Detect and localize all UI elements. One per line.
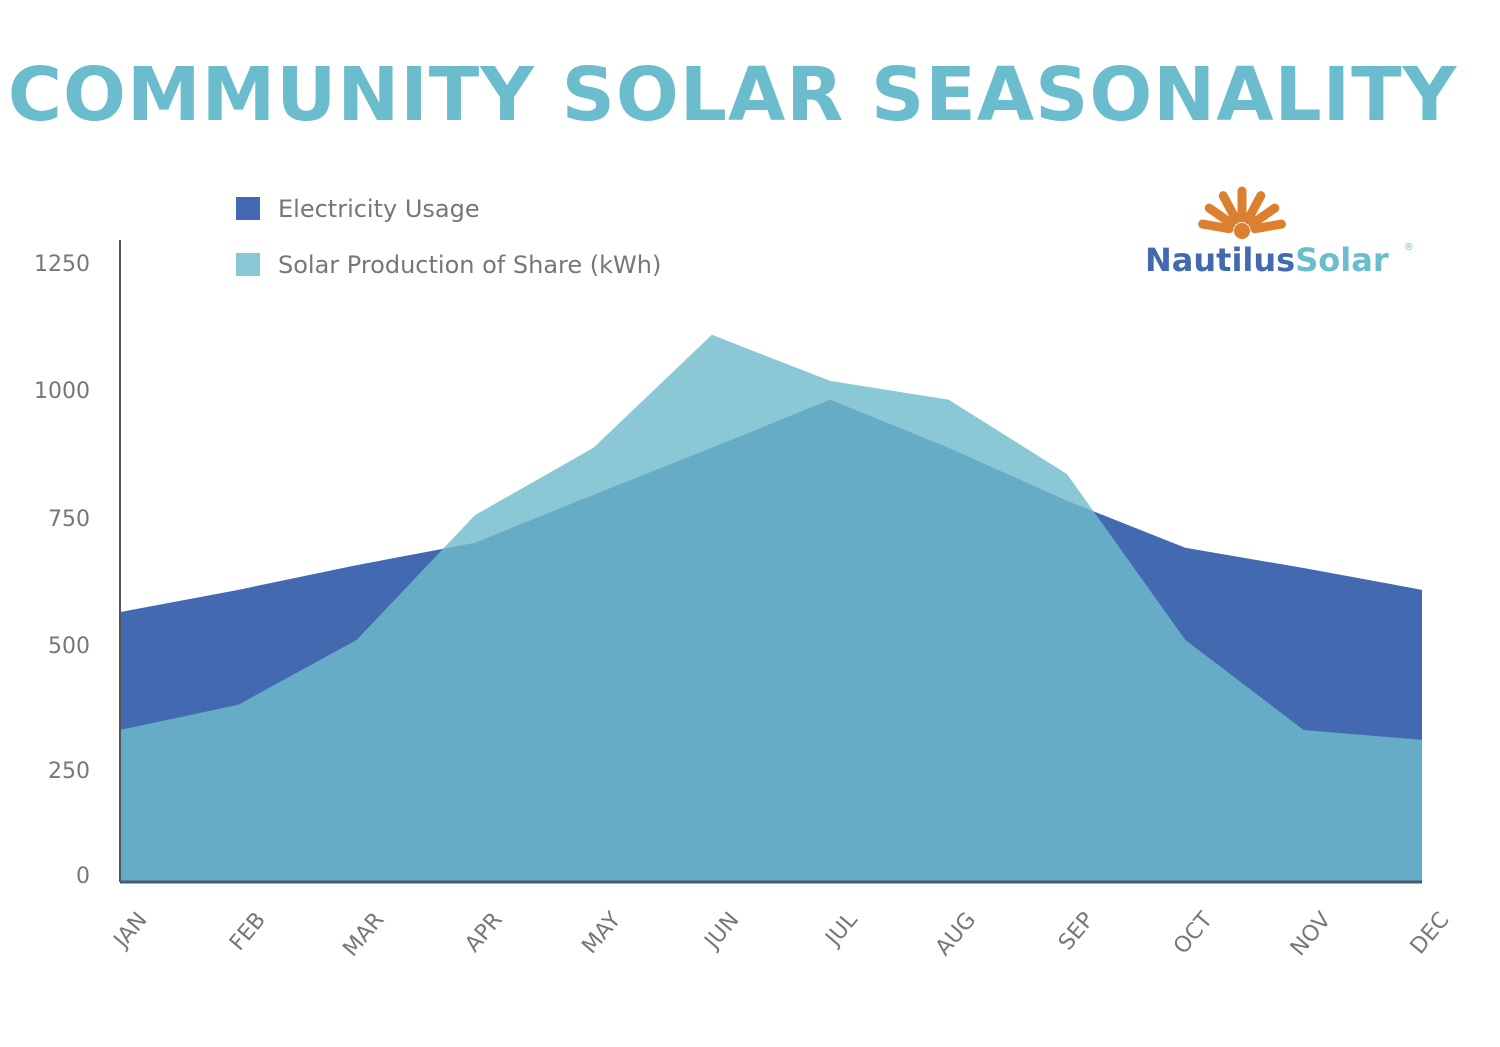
y-tick-label: 1000 (34, 379, 90, 404)
y-tick-label: 1250 (34, 252, 90, 277)
logo-text-nautilus: Nautilus (1145, 241, 1295, 279)
x-tick-label: SEP (1054, 908, 1100, 956)
x-tick-label: MAR (338, 908, 389, 962)
area-series-solar-production (120, 334, 1422, 883)
x-tick-label: JUL (820, 907, 863, 952)
x-tick-label: MAY (577, 907, 626, 959)
x-tick-label: JUN (699, 908, 745, 956)
legend-label: Solar Production of Share (kWh) (278, 251, 661, 279)
legend-swatch (236, 197, 260, 220)
legend-swatch (236, 253, 260, 276)
y-tick-label: 0 (76, 864, 90, 889)
svg-text:NautilusSolar: NautilusSolar (1145, 241, 1389, 279)
x-tick-label: OCT (1169, 907, 1218, 959)
legend-label: Electricity Usage (278, 195, 480, 223)
registered-mark: ® (1404, 242, 1414, 253)
y-tick-label: 250 (48, 759, 90, 784)
y-tick-label: 500 (48, 634, 90, 659)
logo-text-solar: Solar (1295, 241, 1389, 279)
nautilus-solar-logo: NautilusSolar ® (1145, 186, 1414, 279)
sun-logo-icon (1198, 186, 1286, 239)
y-tick-label: 750 (48, 507, 90, 532)
x-tick-label: AUG (931, 908, 981, 961)
x-tick-label: JAN (108, 908, 153, 954)
x-tick-label: FEB (225, 908, 271, 956)
x-tick-label: DEC (1406, 908, 1455, 959)
x-tick-label: NOV (1286, 908, 1336, 961)
x-tick-label: APR (461, 908, 508, 957)
chart-title: COMMUNITY SOLAR SEASONALITY (7, 52, 1458, 138)
